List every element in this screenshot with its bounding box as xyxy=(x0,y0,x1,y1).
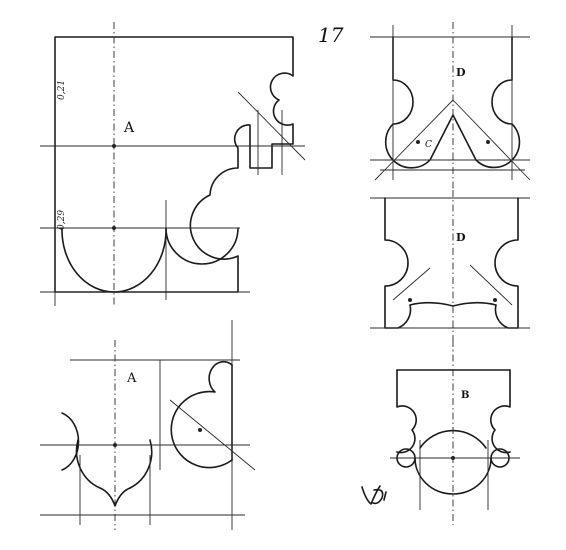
bottom-left-right-arc xyxy=(170,360,233,469)
top-left-arc-right xyxy=(165,227,239,265)
center-mark xyxy=(493,298,497,302)
right-top-diagonal-2 xyxy=(452,99,531,181)
figure-bottom-left: A xyxy=(40,320,256,530)
bottom-left-diagonal xyxy=(169,399,256,471)
right-top-small-label: C xyxy=(425,140,432,150)
right-middle-outline xyxy=(384,197,519,329)
right-bottom-outline xyxy=(396,369,511,454)
bottom-left-cusp xyxy=(75,439,153,507)
right-middle-label: D xyxy=(456,231,466,244)
top-left-outline xyxy=(54,36,294,293)
plate-number: 17 xyxy=(318,23,344,47)
center-mark xyxy=(112,144,116,148)
center-mark xyxy=(451,456,455,460)
top-left-label: A xyxy=(123,120,135,136)
dimension-lower: 0,29 xyxy=(57,210,67,230)
bottom-left-label: A xyxy=(126,371,137,386)
right-middle-diagonal-2 xyxy=(469,264,513,306)
right-top-diagonal xyxy=(374,99,454,181)
dimension-upper: 0,21 xyxy=(57,80,67,100)
center-mark xyxy=(408,298,412,302)
center-mark xyxy=(416,140,420,144)
bottom-left-left-arc xyxy=(61,412,80,471)
right-middle-diagonal xyxy=(392,267,431,301)
top-left-diagonal xyxy=(237,91,306,161)
right-bottom-label: B xyxy=(461,390,469,401)
figure-right-middle: D xyxy=(370,190,530,350)
figure-right-bottom: B xyxy=(390,340,520,525)
center-mark xyxy=(113,443,117,447)
center-mark xyxy=(112,226,116,230)
figure-top-left: A 0,21 0,29 xyxy=(40,22,306,306)
figure-right-top: D C xyxy=(370,22,531,190)
center-mark xyxy=(486,140,490,144)
center-mark xyxy=(198,428,202,432)
right-bottom-cusp xyxy=(414,457,492,495)
signature-monogram xyxy=(361,485,387,505)
right-top-label: D xyxy=(456,66,466,79)
